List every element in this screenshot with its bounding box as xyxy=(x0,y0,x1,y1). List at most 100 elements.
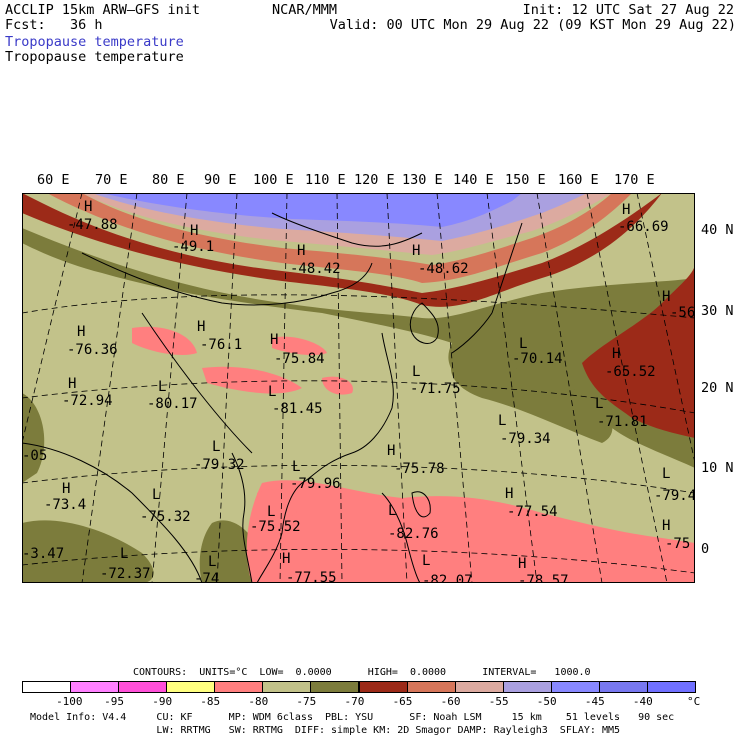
colorbar-tick-label: -55 xyxy=(488,695,509,708)
value-label: -72.37 xyxy=(100,566,151,582)
low-marker: L xyxy=(267,504,275,520)
value-label: -79.32 xyxy=(194,457,245,473)
high-marker: H xyxy=(662,518,670,534)
low-marker: L xyxy=(519,336,527,352)
value-label: -76.36 xyxy=(67,342,118,358)
low-marker: L xyxy=(158,379,166,395)
field-title-1: Tropopause temperature xyxy=(5,34,184,50)
band-olive-s xyxy=(199,520,262,583)
value-label: -77.55 xyxy=(286,570,337,583)
value-label: -75.84 xyxy=(274,351,325,367)
band-salmon xyxy=(22,193,632,283)
value-label: -79.34 xyxy=(500,431,551,447)
model-title: ACCLIP 15km ARW–GFS init xyxy=(5,2,201,18)
colorbar-swatch xyxy=(22,681,72,693)
low-marker: L xyxy=(212,439,220,455)
lon-label: 140 E xyxy=(453,172,494,188)
high-marker: H xyxy=(612,346,620,362)
tropopause-temperature-map: H -47.88 H -49.1 H -48.42 H -48.62 H -66… xyxy=(22,193,695,583)
high-marker: H xyxy=(62,481,70,497)
colorbar-tick-label: -85 xyxy=(200,695,221,708)
high-marker: H xyxy=(190,223,198,239)
lon-label: 160 E xyxy=(558,172,599,188)
high-marker: H xyxy=(412,243,420,259)
low-marker: L xyxy=(208,554,216,570)
value-label: -48.42 xyxy=(290,261,341,277)
contours-info: CONTOURS: UNITS=°C LOW= 0.0000 HIGH= 0.0… xyxy=(133,667,591,678)
value-label: -73.4 xyxy=(44,497,86,513)
colorbar-tick-label: -60 xyxy=(440,695,461,708)
value-label: -82.07 xyxy=(422,573,473,583)
model-info-line-1: Model Info: V4.4 CU: KF MP: WDM 6class P… xyxy=(30,712,675,723)
patch-80e xyxy=(257,489,297,518)
colorbar-swatch xyxy=(166,681,216,693)
high-marker: H xyxy=(387,443,395,459)
colorbar-tick-label: -45 xyxy=(584,695,605,708)
lat-label: 40 N xyxy=(701,222,734,238)
colorbar-tick-label: -75 xyxy=(296,695,317,708)
value-label: -75.52 xyxy=(250,519,301,535)
coastlines xyxy=(22,212,523,583)
band-blue xyxy=(102,193,522,227)
value-label: -74 xyxy=(194,571,219,583)
value-label: -82.76 xyxy=(388,526,439,542)
value-label: -49.1 xyxy=(172,239,214,255)
high-marker: H xyxy=(622,202,630,218)
colorbar-swatch xyxy=(310,681,360,693)
value-label: -81.45 xyxy=(272,401,323,417)
value-label: -66.69 xyxy=(618,219,669,235)
value-label: -75.78 xyxy=(394,461,445,477)
low-marker: L xyxy=(388,503,396,519)
lon-label: 150 E xyxy=(505,172,546,188)
colorbar-tick-label: -65 xyxy=(392,695,413,708)
colorbar-swatch xyxy=(502,681,552,693)
colorbar-tick-label: -100 xyxy=(56,695,83,708)
band-darkred xyxy=(22,193,695,438)
patch-80 xyxy=(246,480,695,583)
field-title-2: Tropopause temperature xyxy=(5,49,184,65)
valid-time: Valid: 00 UTC Mon 29 Aug 22 (09 KST Mon … xyxy=(329,17,736,33)
lon-label: 100 E xyxy=(253,172,294,188)
lon-label: 130 E xyxy=(402,172,443,188)
value-label: -75 xyxy=(665,536,690,552)
colorbar-tick-label: °C xyxy=(687,695,701,708)
colorbar-tick-label: -70 xyxy=(344,695,365,708)
value-label: -77.54 xyxy=(507,504,558,520)
colorbar-swatch xyxy=(646,681,696,693)
value-label: -75.32 xyxy=(140,509,191,525)
value-label: -71.81 xyxy=(597,414,648,430)
map-frame xyxy=(22,193,695,583)
high-marker: H xyxy=(297,243,305,259)
patch-80b xyxy=(132,326,197,355)
high-marker: H xyxy=(84,199,92,215)
extrema-labels: H -47.88 H -49.1 H -48.42 H -48.62 H -66… xyxy=(22,199,695,583)
value-label: -47.88 xyxy=(67,217,118,233)
colorbar-swatch xyxy=(214,681,264,693)
band-olive-sw xyxy=(22,520,154,583)
colorbar-swatch xyxy=(406,681,456,693)
colorbar-swatch xyxy=(550,681,600,693)
low-marker: L xyxy=(662,466,670,482)
lon-label: 110 E xyxy=(305,172,346,188)
lat-label: 10 N xyxy=(701,460,734,476)
lon-label: 170 E xyxy=(614,172,655,188)
lat-label: 30 N xyxy=(701,303,734,319)
init-time: Init: 12 UTC Sat 27 Aug 22 xyxy=(522,2,734,18)
high-marker: H xyxy=(197,319,205,335)
value-label: -65.52 xyxy=(605,364,656,380)
low-marker: L xyxy=(292,459,300,475)
colorbar-swatch xyxy=(70,681,120,693)
lon-label: 80 E xyxy=(152,172,185,188)
low-marker: L xyxy=(152,487,160,503)
colorbar-tick-label: -90 xyxy=(152,695,173,708)
graticule xyxy=(22,193,695,583)
lon-label: 90 E xyxy=(204,172,237,188)
value-label: -48.62 xyxy=(418,261,469,277)
lat-label: 20 N xyxy=(701,380,734,396)
band-olive-west xyxy=(22,393,45,483)
band-olive xyxy=(22,228,695,468)
colorbar-tick-label: -80 xyxy=(248,695,269,708)
colorbar-swatch xyxy=(454,681,504,693)
low-marker: L xyxy=(120,546,128,562)
value-label: -71.75 xyxy=(410,381,461,397)
